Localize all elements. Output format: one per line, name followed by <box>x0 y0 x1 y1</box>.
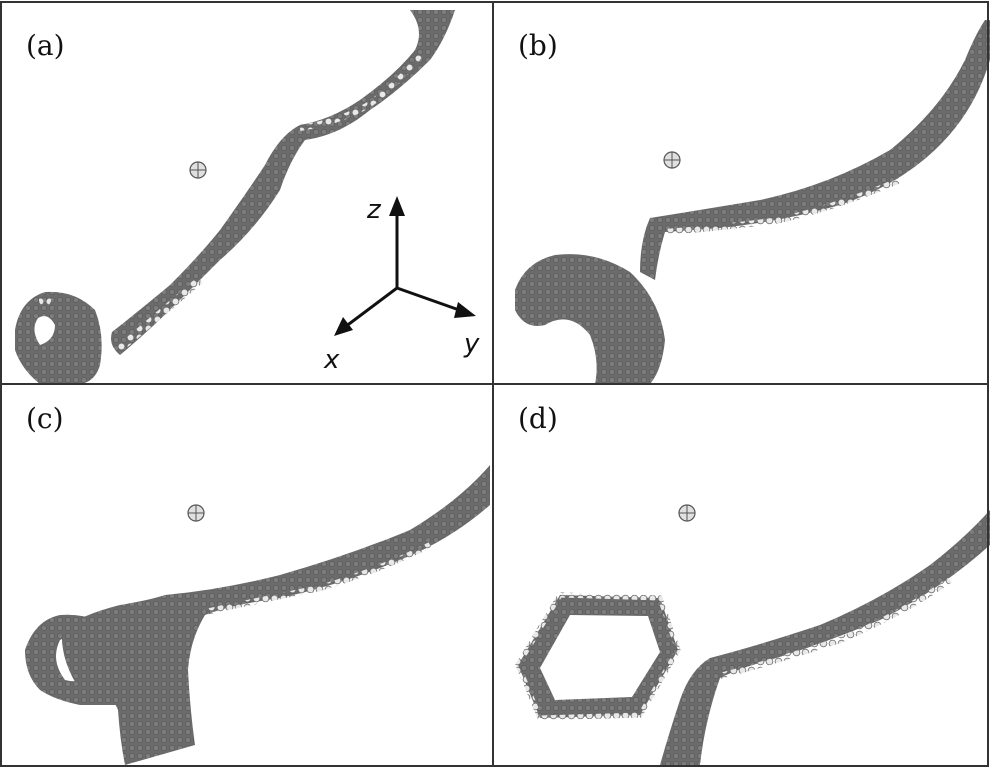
edge-atoms-b1 <box>664 177 902 235</box>
edge-atoms-a1 <box>115 276 203 354</box>
panel-d: (d) <box>515 402 990 765</box>
edge-atoms-d1 <box>719 577 952 679</box>
solute-atom-d <box>678 504 696 522</box>
axis-label-z: z <box>366 195 382 225</box>
edge-atoms-a2 <box>299 53 423 131</box>
solute-atom-b <box>663 151 681 169</box>
edge-atoms-c1 <box>204 542 432 615</box>
loop-b <box>515 254 665 384</box>
axes-triad: z x y <box>323 195 480 375</box>
panel-label-d: (d) <box>518 402 558 435</box>
dislocation-line-c <box>61 465 491 765</box>
atom-a1 <box>39 294 51 306</box>
z-arrow-icon <box>389 196 405 216</box>
loop-edge-atoms-d <box>515 592 681 721</box>
panel-a: z x y (a) <box>15 10 480 384</box>
x-arrow-icon <box>334 317 353 336</box>
axis-label-x: x <box>323 345 340 375</box>
hexagonal-loop-d <box>518 595 678 718</box>
loop-a <box>15 291 102 384</box>
loop-c <box>25 614 123 705</box>
solute-atom-c <box>187 504 205 522</box>
dislocation-line-b <box>640 20 990 280</box>
y-arrow-icon <box>454 302 476 318</box>
panel-b: (b) <box>515 20 990 384</box>
axis-label-y: y <box>463 329 480 359</box>
panel-label-a: (a) <box>26 29 65 62</box>
panel-label-b: (b) <box>518 29 558 62</box>
panel-label-c: (c) <box>26 402 64 435</box>
panel-c: (c) <box>25 402 491 765</box>
dislocation-line-a <box>111 10 455 355</box>
solute-atom-a <box>189 161 207 179</box>
dislocation-line-d <box>660 510 990 765</box>
